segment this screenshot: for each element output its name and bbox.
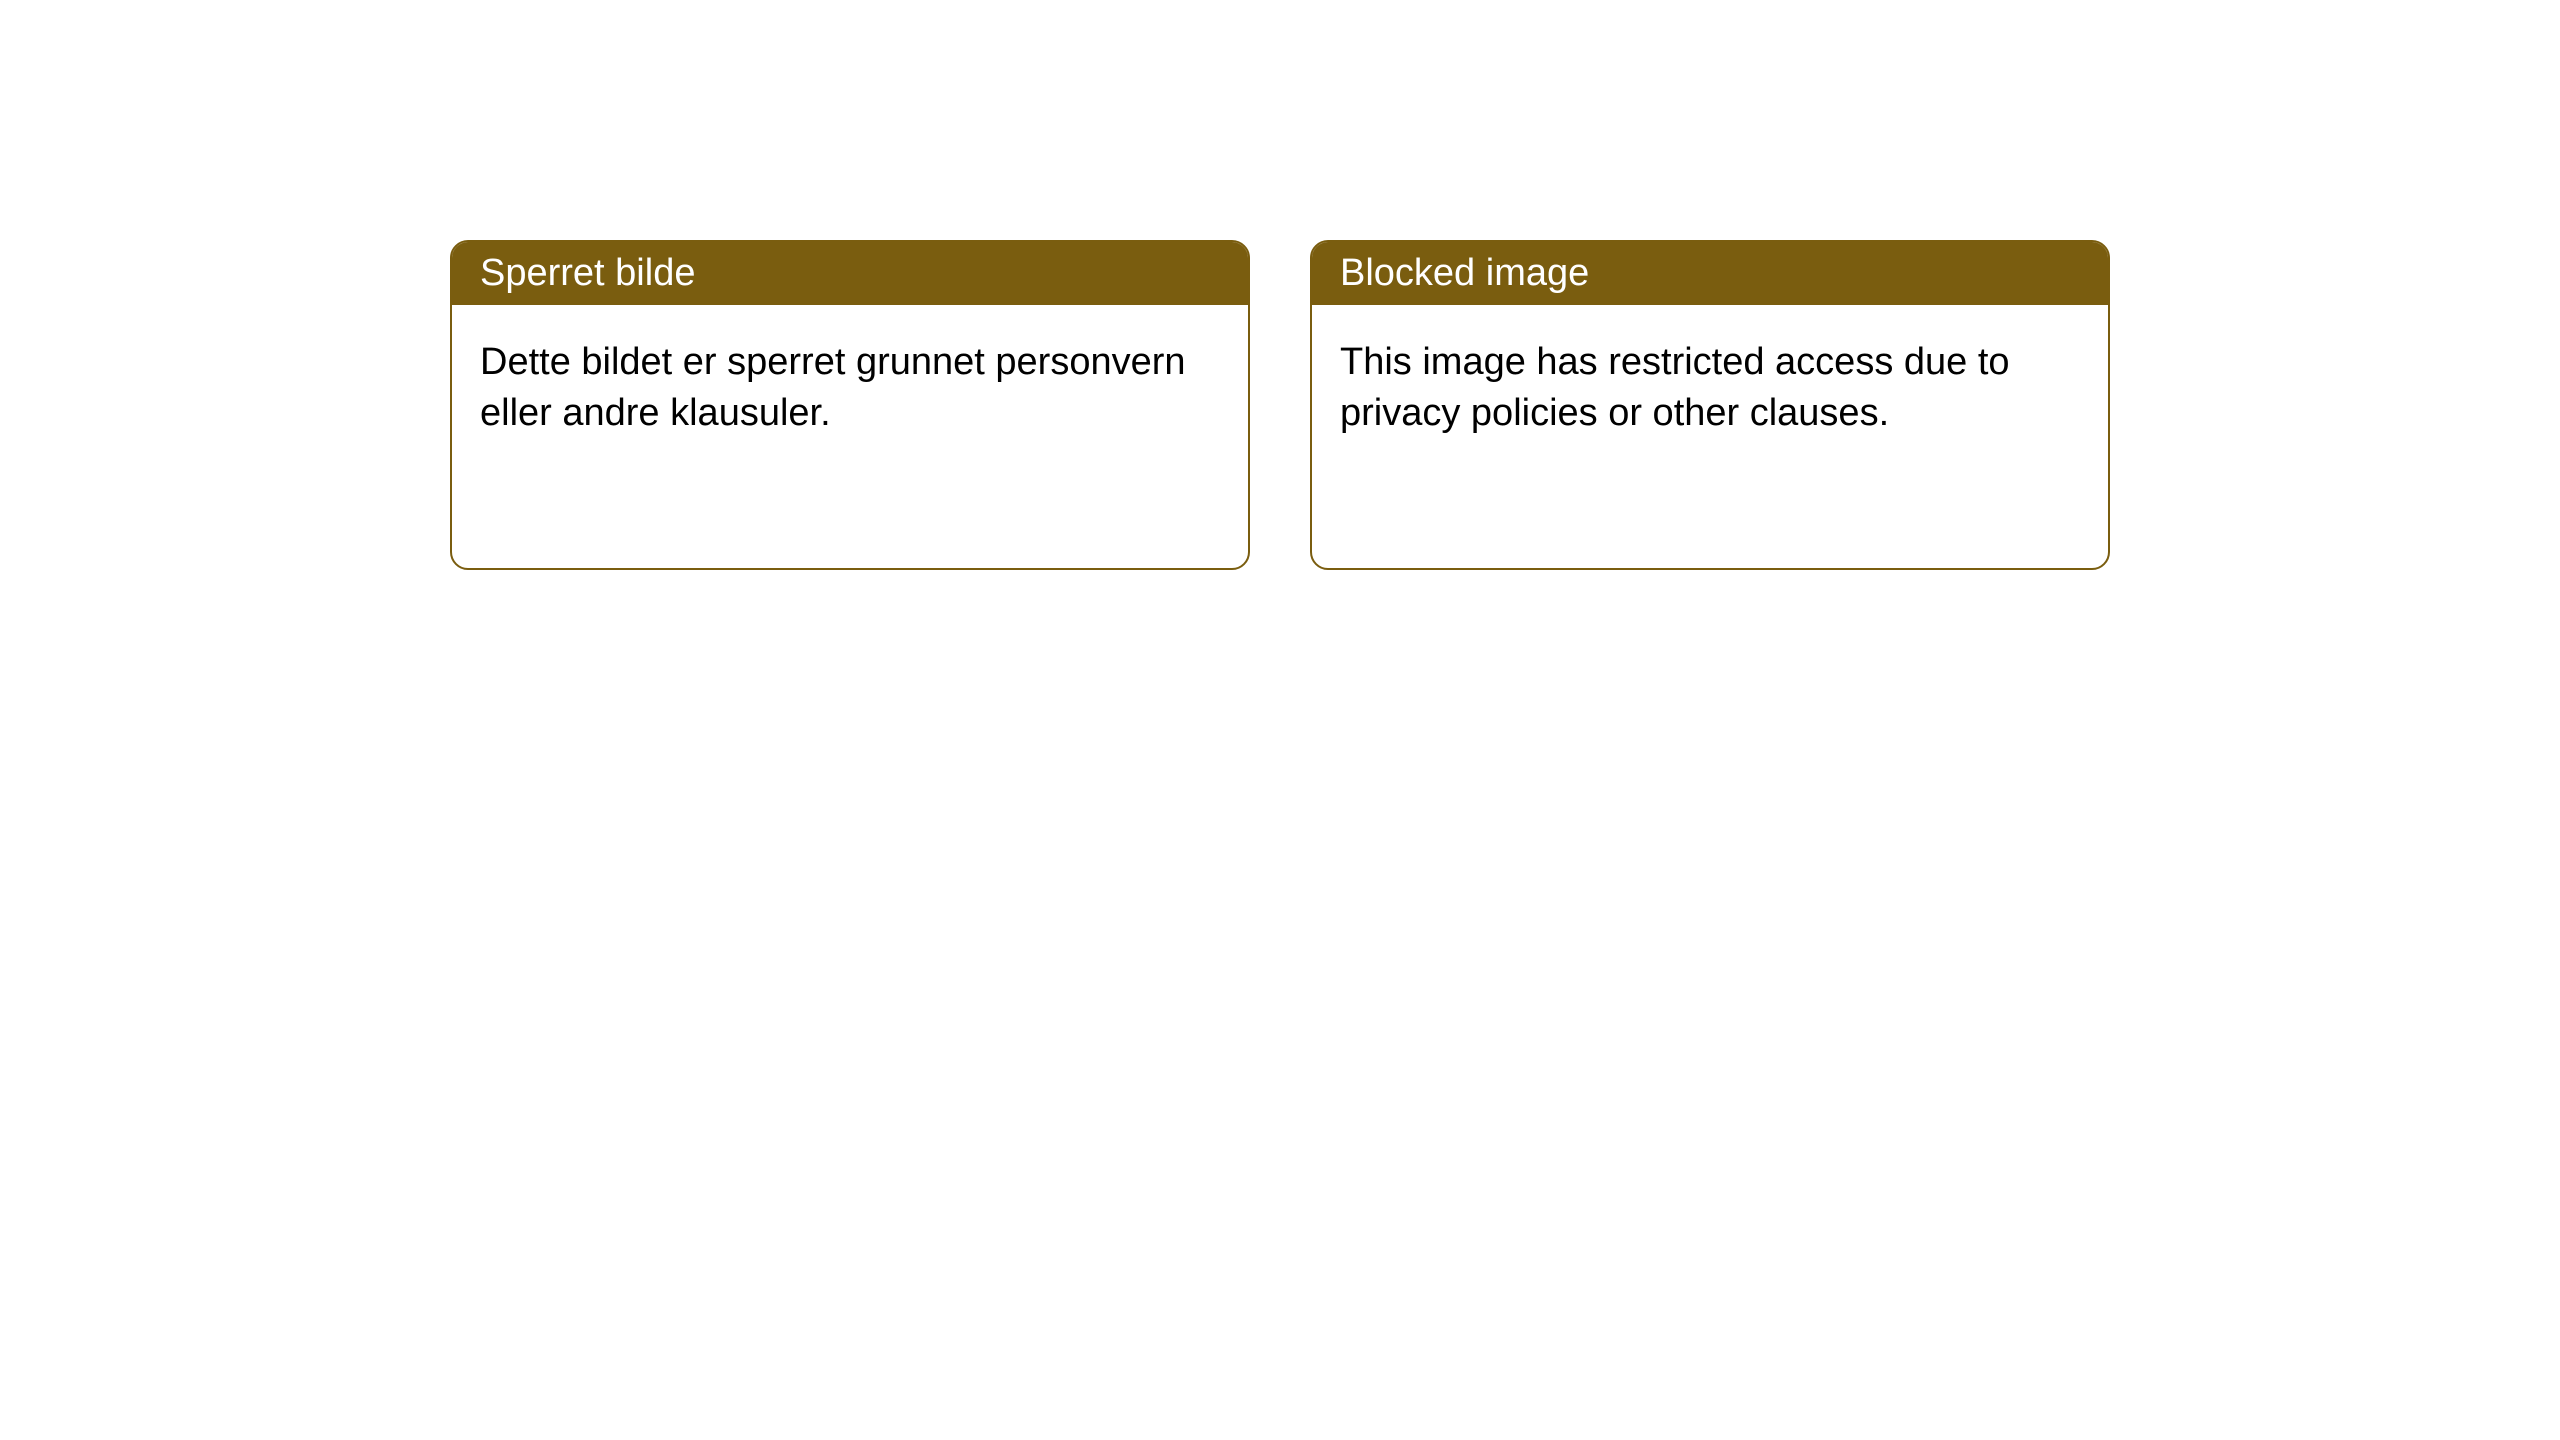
notice-title: Sperret bilde xyxy=(480,252,695,294)
notice-box-english: Blocked image This image has restricted … xyxy=(1310,240,2110,570)
notice-body: Dette bildet er sperret grunnet personve… xyxy=(452,305,1248,472)
notice-title: Blocked image xyxy=(1340,252,1589,294)
notices-container: Sperret bilde Dette bildet er sperret gr… xyxy=(0,0,2560,570)
notice-header: Sperret bilde xyxy=(452,242,1248,305)
notice-header: Blocked image xyxy=(1312,242,2108,305)
notice-body-text: This image has restricted access due to … xyxy=(1340,341,2010,434)
notice-box-norwegian: Sperret bilde Dette bildet er sperret gr… xyxy=(450,240,1250,570)
notice-body: This image has restricted access due to … xyxy=(1312,305,2108,472)
notice-body-text: Dette bildet er sperret grunnet personve… xyxy=(480,341,1186,434)
